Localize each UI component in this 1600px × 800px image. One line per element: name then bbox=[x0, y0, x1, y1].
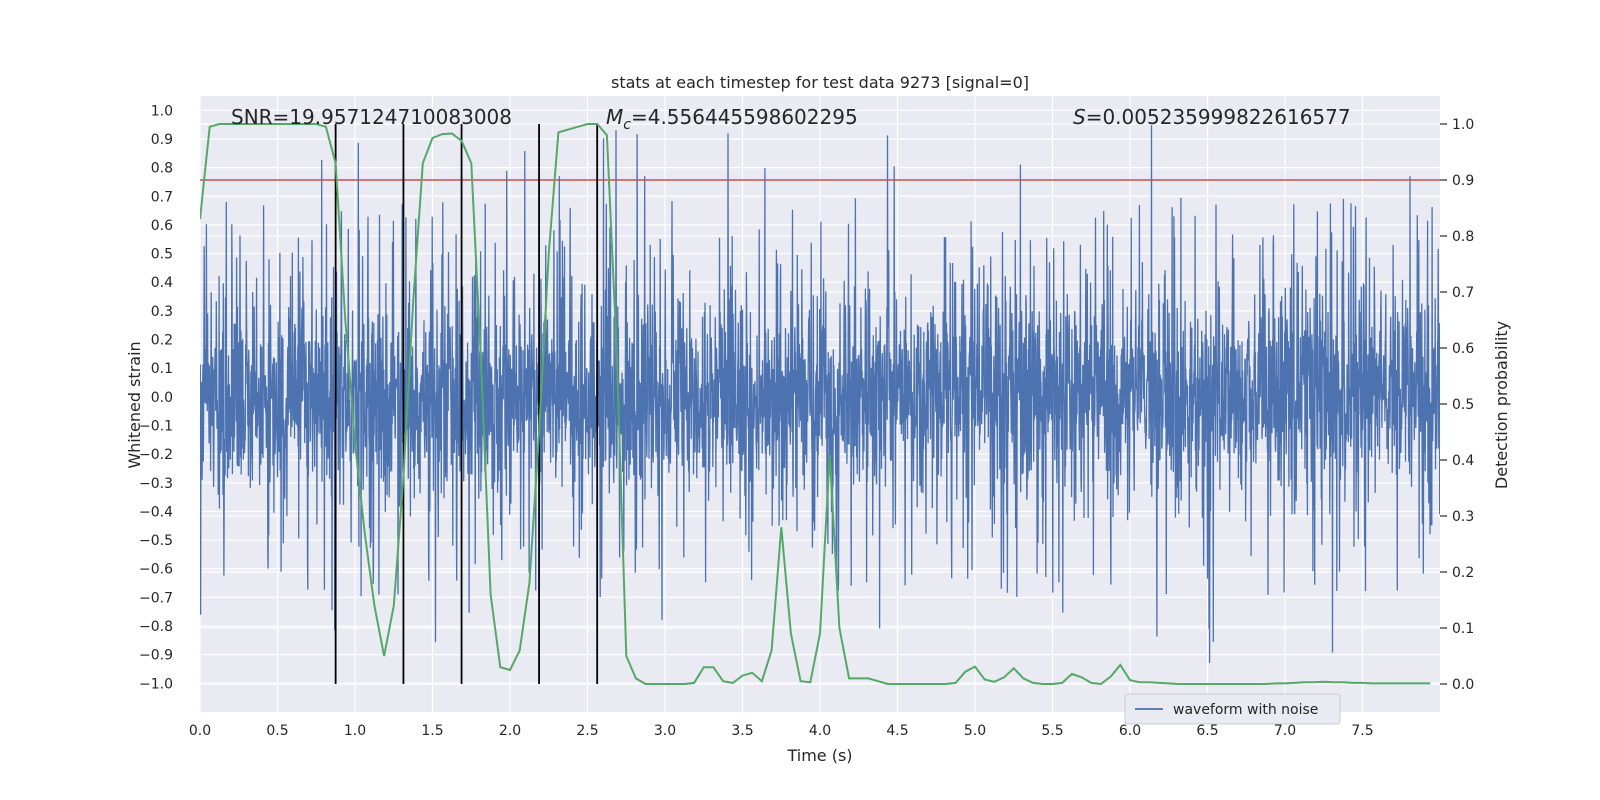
x-tick-label: 7.5 bbox=[1351, 723, 1373, 739]
y2-tick-label: 0.5 bbox=[1452, 397, 1474, 413]
chirp-mass-annotation: Mc=4.556445598602295 bbox=[606, 105, 858, 133]
y2-tick-label: 0.6 bbox=[1452, 341, 1474, 357]
x-tick-label: 1.5 bbox=[421, 723, 443, 739]
x-tick-label: 7.0 bbox=[1274, 723, 1296, 739]
y-tick-label: 0.8 bbox=[151, 161, 173, 177]
y-tick-label: −0.8 bbox=[139, 619, 173, 635]
y-tick-label: −0.2 bbox=[139, 447, 173, 463]
x-tick-label: 5.0 bbox=[964, 723, 986, 739]
chirp-mass-symbol: M bbox=[606, 105, 623, 129]
x-tick-label: 4.5 bbox=[886, 723, 908, 739]
x-tick-label: 6.5 bbox=[1196, 723, 1218, 739]
y2-tick-label: 1.0 bbox=[1452, 117, 1474, 133]
x-tick-label: 2.5 bbox=[576, 723, 598, 739]
y2-tick-label: 0.9 bbox=[1452, 173, 1474, 189]
y2-tick-label: 0.1 bbox=[1452, 621, 1474, 637]
y-tick-label: −0.6 bbox=[139, 562, 173, 578]
y-tick-label: 0.3 bbox=[151, 304, 173, 320]
y2-axis-label: Detection probability bbox=[1492, 321, 1511, 489]
legend-box bbox=[1124, 693, 1341, 725]
legend: waveform with noise bbox=[1124, 693, 1341, 725]
x-tick-label: 5.5 bbox=[1041, 723, 1063, 739]
y-tick-label: 0.0 bbox=[151, 390, 173, 406]
y-tick-label: −0.1 bbox=[139, 418, 173, 434]
s-symbol: S bbox=[1073, 105, 1086, 129]
y-tick-label: 0.1 bbox=[151, 361, 173, 377]
s-value: =0.005235999822616577 bbox=[1086, 105, 1351, 129]
y-tick-label: 0.9 bbox=[151, 132, 173, 148]
y-tick-label: −0.3 bbox=[139, 476, 173, 492]
y2-tick-label: 0.3 bbox=[1452, 509, 1474, 525]
s-annotation: S=0.005235999822616577 bbox=[1073, 105, 1351, 129]
x-tick-label: 1.0 bbox=[344, 723, 366, 739]
y-tick-label: −0.4 bbox=[139, 504, 173, 520]
chirp-mass-value: =4.556445598602295 bbox=[631, 105, 858, 129]
y-tick-label: 0.2 bbox=[151, 333, 173, 349]
y2-tick-label: 0.4 bbox=[1452, 453, 1474, 469]
x-tick-label: 3.0 bbox=[654, 723, 676, 739]
y-tick-label: 0.7 bbox=[151, 189, 173, 205]
x-tick-label: 6.0 bbox=[1119, 723, 1141, 739]
x-tick-labels: 0.0 0.5 1.0 1.5 2.0 2.5 3.0 3.5 4.0 4.5 5.0 5.5 6.0 6… bbox=[189, 723, 1374, 739]
y-tick-label: 0.6 bbox=[151, 218, 173, 234]
y2-tick-label: 0.8 bbox=[1452, 229, 1474, 245]
x-tick-label: 0.0 bbox=[189, 723, 211, 739]
y2-tick-label: 0.2 bbox=[1452, 565, 1474, 581]
chirp-mass-subscript: c bbox=[623, 117, 631, 133]
y-tick-label: −0.5 bbox=[139, 533, 173, 549]
y-tick-label: −1.0 bbox=[139, 676, 173, 692]
x-tick-label: 0.5 bbox=[266, 723, 288, 739]
y-axis-label: Whitened strain bbox=[125, 341, 144, 468]
x-axis-label: Time (s) bbox=[786, 746, 852, 765]
chart-title: stats at each timestep for test data 927… bbox=[611, 73, 1029, 92]
x-tick-label: 3.5 bbox=[731, 723, 753, 739]
y2-tick-label: 0.0 bbox=[1452, 677, 1474, 693]
y2-tick-label: 0.7 bbox=[1452, 285, 1474, 301]
y-tick-label: −0.7 bbox=[139, 590, 173, 606]
detection-probability-series bbox=[200, 123, 1431, 686]
y-tick-labels: 1.0 0.9 0.8 0.7 0.6 0.5 0.4 0.3 0.2 0.1 0.0 −0.1 −0.… bbox=[139, 103, 173, 692]
y-tick-label: 0.5 bbox=[151, 247, 173, 263]
y2-tick-labels: 1.0 0.9 0.8 0.7 0.6 0.5 0.4 0.3 0.2 0.1 0.0 bbox=[1440, 117, 1474, 693]
x-tick-label: 2.0 bbox=[499, 723, 521, 739]
y-tick-label: −0.9 bbox=[139, 648, 173, 664]
legend-label: waveform with noise bbox=[1173, 702, 1318, 718]
y-tick-label: 0.4 bbox=[151, 275, 173, 291]
x-tick-label: 4.0 bbox=[809, 723, 831, 739]
snr-annotation: SNR=19.957124710083008 bbox=[231, 105, 512, 129]
y-tick-label: 1.0 bbox=[151, 103, 173, 119]
detection-vlines bbox=[334, 124, 599, 684]
